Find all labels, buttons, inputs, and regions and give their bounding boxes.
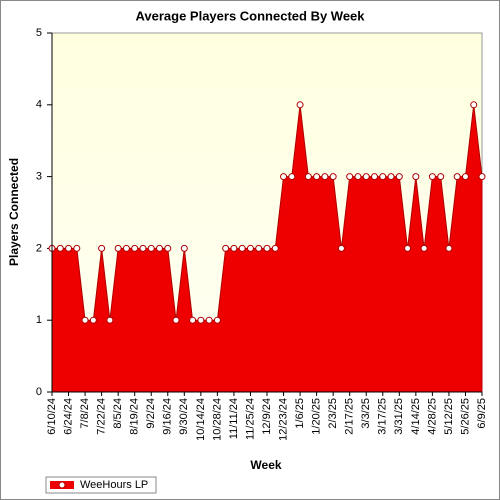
x-tick-label: 9/16/24 xyxy=(162,398,174,435)
y-tick-label: 3 xyxy=(36,171,42,183)
chart-title: Average Players Connected By Week xyxy=(135,8,365,23)
point-marker xyxy=(147,244,155,252)
x-tick-label: 3/31/25 xyxy=(393,398,405,435)
point-marker xyxy=(288,173,296,181)
point-marker xyxy=(445,244,453,252)
x-tick-label: 9/2/24 xyxy=(145,398,157,429)
x-axis-title: Week xyxy=(250,458,281,472)
point-marker xyxy=(337,244,345,252)
x-tick-label: 4/14/25 xyxy=(410,398,422,435)
x-tick-label: 12/23/24 xyxy=(277,398,289,441)
x-tick-label: 2/17/25 xyxy=(344,398,356,435)
point-marker xyxy=(180,244,188,252)
point-marker xyxy=(461,173,469,181)
point-marker xyxy=(387,173,395,181)
x-tick-label: 1/6/25 xyxy=(294,398,306,429)
x-tick-label: 5/12/25 xyxy=(443,398,455,435)
point-marker xyxy=(106,316,114,324)
point-marker xyxy=(156,244,163,252)
point-marker xyxy=(81,316,89,324)
legend-marker xyxy=(58,481,66,489)
point-marker xyxy=(139,244,147,252)
x-tick-label: 5/26/25 xyxy=(459,398,471,435)
point-marker xyxy=(238,244,246,252)
point-marker xyxy=(478,173,486,181)
x-tick-label: 7/22/24 xyxy=(96,398,108,435)
point-marker xyxy=(205,316,213,324)
x-tick-label: 4/28/25 xyxy=(426,398,438,435)
x-tick-label: 12/9/24 xyxy=(261,398,273,435)
point-marker xyxy=(172,316,180,324)
point-marker xyxy=(271,244,279,252)
x-tick-label: 11/25/24 xyxy=(244,398,256,440)
x-tick-label: 9/30/24 xyxy=(178,398,190,435)
point-marker xyxy=(404,244,412,252)
point-marker xyxy=(73,244,81,252)
point-marker xyxy=(280,173,288,181)
x-tick-label: 11/11/24 xyxy=(228,398,240,439)
point-marker xyxy=(346,173,354,181)
x-tick-label: 3/3/25 xyxy=(360,398,372,429)
x-tick-label: 10/28/24 xyxy=(211,398,223,441)
point-marker xyxy=(453,173,461,181)
y-tick-label: 0 xyxy=(36,386,42,398)
x-tick-label: 6/9/25 xyxy=(476,398,488,429)
x-tick-label: 10/14/24 xyxy=(195,398,207,441)
y-tick-label: 4 xyxy=(36,99,42,111)
point-marker xyxy=(230,244,238,252)
point-marker xyxy=(98,244,106,252)
point-marker xyxy=(420,244,428,252)
point-marker xyxy=(354,173,362,181)
point-marker xyxy=(255,244,263,252)
x-tick-label: 8/5/24 xyxy=(112,398,124,429)
point-marker xyxy=(412,173,420,181)
point-marker xyxy=(313,173,321,181)
point-marker xyxy=(296,101,304,109)
point-marker xyxy=(470,101,478,109)
point-marker xyxy=(371,173,378,181)
point-marker xyxy=(89,316,97,324)
point-marker xyxy=(189,316,197,324)
point-marker xyxy=(213,316,221,324)
point-marker xyxy=(56,244,64,252)
point-marker xyxy=(362,173,370,181)
x-tick-label: 6/24/24 xyxy=(62,398,74,435)
point-marker xyxy=(321,173,329,181)
x-tick-label: 2/3/25 xyxy=(327,398,339,429)
point-marker xyxy=(122,244,130,252)
point-marker xyxy=(65,244,73,252)
point-marker xyxy=(114,244,122,252)
x-tick-label: 7/8/24 xyxy=(79,398,91,429)
y-tick-label: 5 xyxy=(36,27,42,39)
point-marker xyxy=(395,173,403,181)
y-tick-label: 2 xyxy=(36,242,42,254)
point-marker xyxy=(222,244,230,252)
point-marker xyxy=(437,173,445,181)
point-marker xyxy=(164,244,172,252)
point-marker xyxy=(304,173,312,181)
point-marker xyxy=(379,173,387,181)
point-marker xyxy=(131,244,139,252)
x-tick-label: 1/20/25 xyxy=(311,398,323,435)
point-marker xyxy=(329,173,337,181)
x-tick-label: 6/10/24 xyxy=(46,398,58,435)
y-axis-title: Players Connected xyxy=(7,158,21,266)
point-marker xyxy=(246,244,254,252)
point-marker xyxy=(197,316,205,324)
y-tick-label: 1 xyxy=(36,314,42,326)
legend-label: WeeHours LP xyxy=(80,479,148,491)
point-marker xyxy=(263,244,271,252)
x-tick-label: 3/17/25 xyxy=(377,398,389,435)
x-tick-label: 8/19/24 xyxy=(129,398,141,435)
point-marker xyxy=(428,173,436,181)
